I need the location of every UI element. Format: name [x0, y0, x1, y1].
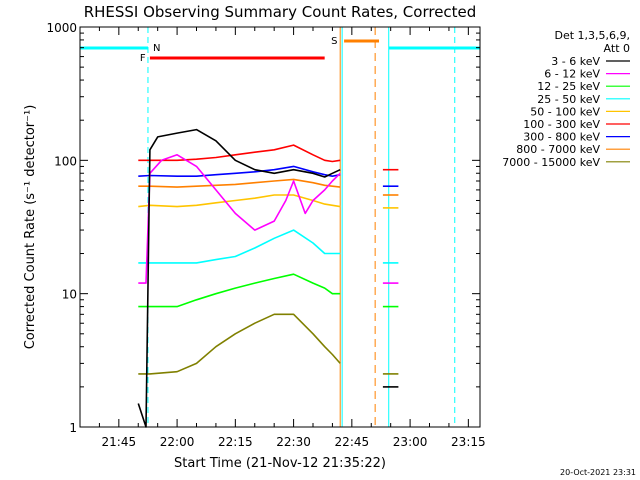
- series-layer: [137, 128, 399, 428]
- x-tick-label: 23:15: [451, 435, 486, 449]
- footer-timestamp: 20-Oct-2021 23:31: [560, 468, 636, 477]
- legend-label: 300 - 800 keV: [523, 131, 600, 144]
- x-tick-label: 22:30: [276, 435, 311, 449]
- series-line-3-6-kev: [137, 128, 341, 428]
- series-line-300-800-kev: [138, 165, 341, 177]
- y-axis-label: Corrected Count Rate (s⁻¹ detector⁻¹): [23, 105, 38, 350]
- legend-label: 6 - 12 keV: [544, 68, 600, 81]
- x-tick-label: 22:00: [160, 435, 195, 449]
- x-tick-label: 21:45: [102, 435, 137, 449]
- plot-area-border: [79, 26, 481, 428]
- series-line-50-100-kev: [138, 194, 341, 208]
- y-tick-label: 1000: [46, 21, 77, 35]
- y-tick-label: 100: [54, 154, 77, 168]
- flare-flag-label: F: [140, 53, 146, 64]
- legend-label: 12 - 25 keV: [537, 80, 600, 93]
- series-line-7000-15000-kev: [138, 313, 341, 375]
- legend-label: 100 - 300 keV: [523, 118, 600, 131]
- legend-label: 800 - 7000 keV: [516, 143, 600, 156]
- night-flag-label: N: [153, 43, 160, 54]
- series-line-800-7000-kev: [138, 178, 341, 188]
- x-tick-label: 23:00: [393, 435, 428, 449]
- series-line-25-50-kev: [138, 229, 341, 264]
- legend-subheader: Att 0: [604, 42, 630, 55]
- flags-layer: NF S: [80, 27, 480, 427]
- chart-title: RHESSI Observing Summary Count Rates, Co…: [84, 3, 477, 21]
- series-line-12-25-kev: [138, 273, 341, 308]
- y-tick-label: 1: [69, 421, 77, 435]
- x-axis-label: Start Time (21-Nov-12 21:35:22): [174, 456, 386, 471]
- x-axis: 21:45 22:00 22:15 22:30 22:45 23:00 23:15: [79, 27, 486, 449]
- legend-label: 50 - 100 keV: [530, 105, 600, 118]
- x-tick-label: 22:15: [218, 435, 253, 449]
- series-line-100-300-kev: [138, 144, 341, 163]
- y-axis: 1 10 100 1000: [46, 21, 480, 435]
- x-tick-label: 22:45: [335, 435, 370, 449]
- y-tick-label: 10: [62, 288, 77, 302]
- series-line-6-12-kev: [138, 154, 341, 284]
- legend-label: 3 - 6 keV: [551, 55, 600, 68]
- legend-label: 7000 - 15000 keV: [502, 156, 600, 169]
- legend-label: 25 - 50 keV: [537, 93, 600, 106]
- saa-flag-label: S: [331, 36, 337, 47]
- legend-header: Det 1,3,5,6,9,: [554, 29, 630, 42]
